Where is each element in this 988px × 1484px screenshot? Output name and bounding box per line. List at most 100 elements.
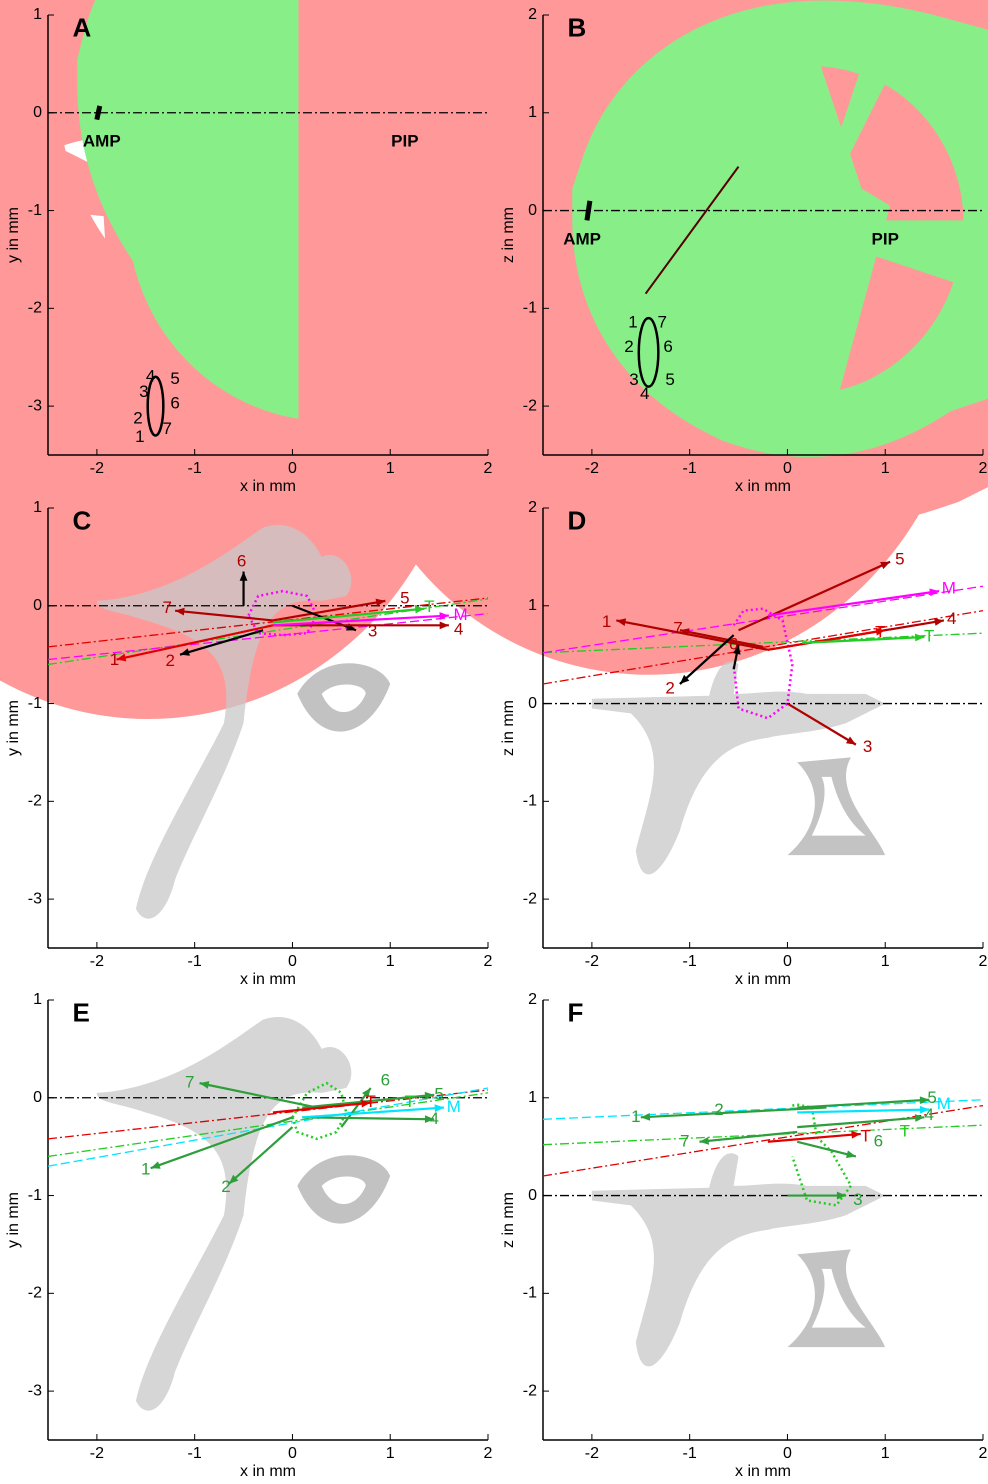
annotation: AMP	[83, 132, 121, 151]
reference-line	[47, 1089, 489, 1140]
arrow-head	[434, 1104, 444, 1113]
annotation: 7	[658, 312, 667, 331]
vector-arrow	[150, 1116, 293, 1170]
x-tick-label: -2	[90, 1445, 104, 1462]
annotation: 7	[163, 598, 172, 617]
annotation: 6	[729, 634, 738, 653]
annotation: 1	[631, 1107, 640, 1126]
x-tick-label: 2	[979, 460, 988, 477]
annotation: 4	[947, 609, 956, 628]
x-tick-label: 0	[288, 460, 297, 477]
x-tick-label: 2	[484, 953, 493, 970]
x-tick-label: 1	[881, 460, 890, 477]
annotation: 4	[429, 1109, 438, 1128]
annotation: 3	[368, 622, 377, 641]
arrow-head	[914, 1114, 925, 1122]
x-tick-label: -1	[188, 460, 202, 477]
arrow-head	[919, 1105, 930, 1114]
x-tick-label: 0	[288, 1445, 297, 1462]
arrow-head	[180, 648, 190, 656]
arrow-head	[616, 618, 627, 627]
vector-arrow	[175, 609, 273, 622]
anatomy	[591, 661, 886, 875]
vector-arrow	[767, 1132, 861, 1143]
vector-arrow	[802, 635, 925, 645]
arrow-head	[699, 1136, 709, 1145]
arrow-head	[375, 598, 386, 607]
arrow-head	[439, 621, 449, 630]
annotation: AMP	[563, 229, 601, 248]
reference-line	[47, 612, 489, 661]
arrow-head	[150, 1161, 161, 1169]
annotation: 5	[400, 588, 409, 607]
annotation: 3	[863, 737, 872, 756]
vector-arrow	[302, 1106, 445, 1119]
annotation: 4	[640, 384, 649, 403]
x-tick-label: 1	[386, 1445, 395, 1462]
annotation: 6	[663, 337, 672, 356]
arrow-head	[929, 588, 939, 597]
annotation: 5	[665, 370, 674, 389]
arrow-head	[914, 633, 925, 642]
panel-label: A	[72, 13, 91, 43]
arrow-head	[732, 644, 741, 655]
x-tick-label: 0	[783, 460, 792, 477]
y-tick-label: 2	[528, 6, 537, 23]
y-tick-label: -2	[28, 1285, 42, 1302]
annotation: 2	[714, 1100, 723, 1119]
x-tick-label: -2	[585, 460, 599, 477]
y-tick-label: 0	[33, 597, 42, 614]
anatomy	[96, 1016, 391, 1411]
annotation: 6	[874, 1131, 883, 1150]
annotation: M	[937, 1094, 951, 1113]
y-axis-label: y in mm	[5, 700, 22, 756]
x-tick-label: -2	[585, 1445, 599, 1462]
vector-arrow	[616, 619, 769, 651]
y-tick-label: -3	[28, 1382, 42, 1399]
vector-arrow	[797, 1108, 930, 1114]
y-axis-label: z in mm	[500, 700, 517, 756]
x-tick-label: 0	[288, 953, 297, 970]
vector-arrow	[738, 560, 891, 632]
y-tick-label: -2	[523, 397, 537, 414]
annotation: 1	[135, 427, 144, 446]
arrow-head	[679, 674, 690, 684]
annotation: PIP	[872, 229, 899, 248]
annotation: T	[924, 627, 934, 646]
vector-arrow	[302, 1093, 435, 1109]
panel-label: E	[72, 998, 89, 1028]
y-tick-label: -1	[523, 1285, 537, 1302]
y-tick-label: 0	[528, 1187, 537, 1204]
x-tick-label: -1	[683, 460, 697, 477]
annotation: 6	[381, 1071, 390, 1090]
annotation: 2	[165, 651, 174, 670]
annotation: 4	[146, 366, 155, 385]
anatomy	[587, 167, 890, 387]
x-tick-label: 2	[979, 1445, 988, 1462]
y-tick-label: -2	[523, 890, 537, 907]
annotation: T	[424, 597, 434, 616]
x-tick-label: 1	[386, 953, 395, 970]
reference-line	[542, 1104, 984, 1177]
y-tick-label: 1	[528, 104, 537, 121]
y-tick-label: -1	[523, 793, 537, 810]
vector-arrow	[199, 1082, 318, 1109]
y-axis-label: y in mm	[5, 1192, 22, 1248]
annotation: 5	[170, 369, 179, 388]
x-tick-label: -2	[585, 953, 599, 970]
y-tick-label: -3	[28, 890, 42, 907]
annotation: 7	[673, 619, 682, 638]
arrow-head	[239, 571, 248, 581]
x-axis-label: x in mm	[240, 478, 296, 495]
reference-line	[732, 607, 794, 720]
x-axis-label: x in mm	[735, 971, 791, 988]
arrow-head	[845, 736, 856, 745]
y-tick-label: -1	[28, 1187, 42, 1204]
y-tick-label: 1	[33, 991, 42, 1008]
reference-line	[542, 610, 984, 685]
y-tick-label: -3	[28, 397, 42, 414]
y-tick-label: 1	[528, 597, 537, 614]
arrow-head	[875, 627, 886, 636]
annotation: 2	[133, 408, 142, 427]
reference-line	[542, 1099, 984, 1120]
